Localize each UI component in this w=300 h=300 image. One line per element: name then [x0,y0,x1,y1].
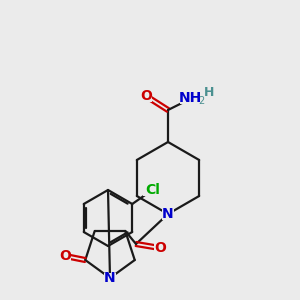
Text: N: N [162,207,174,221]
Text: H: H [204,85,214,98]
Text: O: O [154,241,166,255]
Bar [143,184,161,196]
Bar [59,250,71,262]
Bar [104,272,116,284]
Bar [154,242,166,253]
Bar [162,208,174,220]
Text: N: N [104,271,116,285]
Text: O: O [59,249,71,263]
Text: Cl: Cl [145,183,160,197]
Text: NH: NH [178,91,202,105]
Bar [140,91,152,101]
Text: O: O [140,89,152,103]
Bar [180,92,204,104]
Text: 2: 2 [198,96,204,106]
